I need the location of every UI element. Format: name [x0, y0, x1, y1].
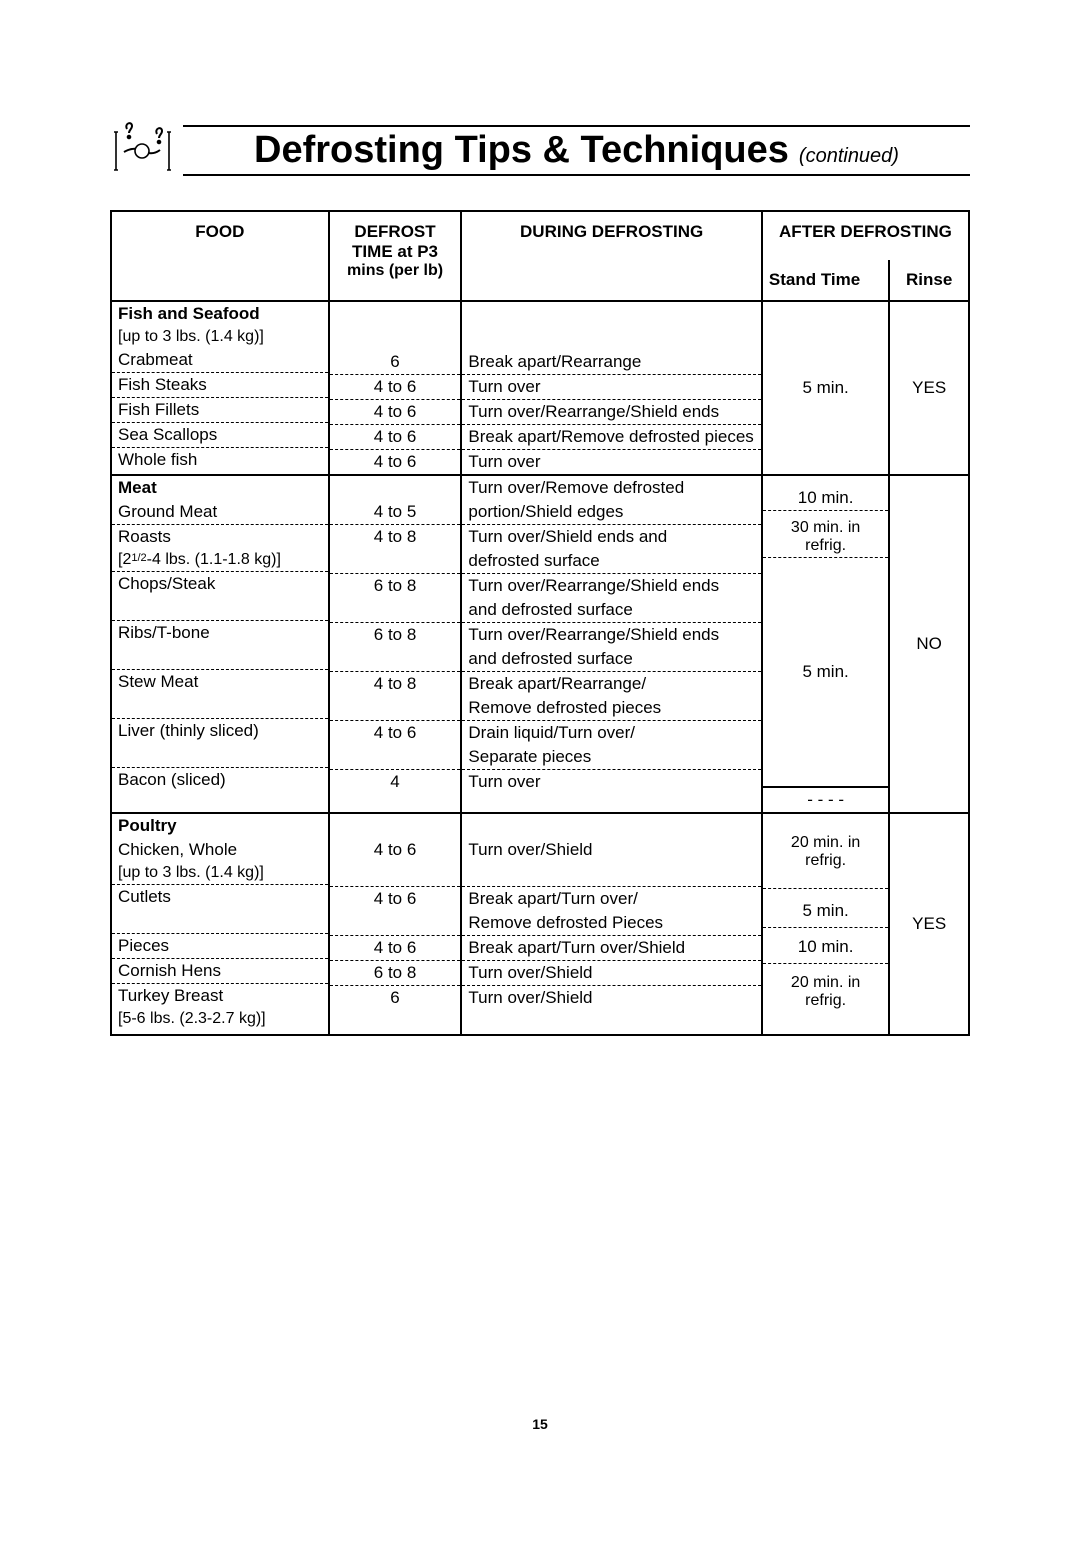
title-bar: Defrosting Tips & Techniques (continued): [183, 125, 970, 176]
time-value: 4 to 6: [330, 936, 461, 961]
fish-section-row: Fish and Seafood [up to 3 lbs. (1.4 kg)]…: [111, 301, 969, 475]
food-item: Cornish Hens: [112, 959, 328, 984]
time-value: 4 to 6: [330, 400, 461, 425]
during-value: Turn over/Remove defrosted: [462, 476, 761, 500]
food-item: Pieces: [112, 934, 328, 959]
rinse-value: YES: [889, 813, 969, 1035]
food-item: Crabmeat: [112, 348, 328, 373]
food-item: Ribs/T-bone: [112, 621, 328, 646]
during-value: Separate pieces: [462, 745, 761, 770]
food-item: Bacon (sliced): [112, 768, 328, 793]
page-container: Defrosting Tips & Techniques (continued)…: [0, 0, 1080, 1482]
food-note: [5-6 lbs. (2.3-2.7 kg)]: [112, 1008, 328, 1030]
page-title-continued: (continued): [799, 145, 899, 168]
during-value: Turn over/Shield: [462, 986, 761, 1011]
during-value: Break apart/Rearrange/: [462, 672, 761, 697]
time-value: 4 to 6: [330, 887, 461, 912]
food-note: [21/2-4 lbs. (1.1-1.8 kg)]: [112, 549, 328, 572]
section-title: Fish and Seafood: [118, 304, 260, 323]
header-during: DURING DEFROSTING: [461, 211, 762, 301]
food-note: [up to 3 lbs. (1.4 kg)]: [112, 862, 328, 885]
time-value: 4 to 8: [330, 672, 461, 697]
stand-value: 10 min.: [763, 935, 888, 964]
time-value: 4 to 5: [330, 500, 461, 525]
during-value: Break apart/Remove defrosted pieces: [462, 425, 761, 450]
food-item: Stew Meat: [112, 670, 328, 695]
stand-value: 5 min.: [762, 301, 889, 475]
time-value: 6: [330, 350, 461, 375]
meat-section-row: Meat Ground Meat Roasts [21/2-4 lbs. (1.…: [111, 475, 969, 813]
during-value: defrosted surface: [462, 549, 761, 574]
during-value: Break apart/Turn over/Shield: [462, 936, 761, 961]
time-value: 6 to 8: [330, 574, 461, 599]
section-title: Meat: [118, 478, 157, 497]
food-item: Roasts: [112, 525, 328, 550]
food-item: Turkey Breast: [112, 984, 328, 1009]
header-after: AFTER DEFROSTING: [762, 211, 969, 260]
stand-value: 10 min.: [763, 486, 888, 511]
section-title: Poultry: [118, 816, 177, 835]
food-item: Sea Scallops: [112, 423, 328, 448]
stand-value: 30 min. in refrig.: [763, 517, 888, 558]
header-defrost-time: DEFROST TIME at P3 mins (per lb): [329, 211, 462, 301]
stand-value: 20 min. in refrig.: [763, 964, 888, 1013]
defrost-table: FOOD DEFROST TIME at P3 mins (per lb) DU…: [110, 210, 970, 1036]
stand-value: 20 min. in refrig.: [763, 832, 888, 889]
during-value: Break apart/Turn over/: [462, 887, 761, 912]
during-value: Turn over: [462, 770, 761, 795]
poultry-section-row: Poultry Chicken, Whole [up to 3 lbs. (1.…: [111, 813, 969, 1035]
food-item: Chicken, Whole: [112, 838, 328, 862]
rinse-value: NO: [889, 475, 969, 813]
page-title: Defrosting Tips & Techniques: [254, 129, 789, 172]
stand-value: 5 min.: [763, 557, 888, 787]
food-item: Whole fish: [112, 448, 328, 473]
during-value: Drain liquid/Turn over/: [462, 721, 761, 746]
header-rinse: Rinse: [889, 260, 969, 301]
food-item: Cutlets: [112, 885, 328, 910]
during-value: Remove defrosted Pieces: [462, 911, 761, 936]
rinse-value: YES: [889, 301, 969, 475]
stand-value: 5 min.: [763, 899, 888, 928]
time-value: 4 to 6: [330, 838, 461, 862]
section-note: [up to 3 lbs. (1.4 kg)]: [112, 326, 328, 348]
header-stand: Stand Time: [762, 260, 889, 301]
stand-value: - - - -: [763, 787, 888, 812]
time-value: 4 to 6: [330, 425, 461, 450]
during-value: Turn over/Shield: [462, 838, 761, 862]
during-value: Turn over: [462, 450, 761, 475]
title-row: Defrosting Tips & Techniques (continued): [110, 120, 970, 180]
time-value: 4 to 6: [330, 721, 461, 746]
during-value: and defrosted surface: [462, 647, 761, 672]
food-item: Ground Meat: [112, 500, 328, 525]
during-value: Break apart/Rearrange: [462, 350, 761, 375]
during-value: Turn over: [462, 375, 761, 400]
during-value: Turn over/Rearrange/Shield ends: [462, 574, 761, 599]
during-value: and defrosted surface: [462, 598, 761, 623]
time-value: 4 to 6: [330, 450, 461, 475]
during-value: Remove defrosted pieces: [462, 696, 761, 721]
food-item: Liver (thinly sliced): [112, 719, 328, 744]
during-value: portion/Shield edges: [462, 500, 761, 525]
during-value: Turn over/Shield ends and: [462, 525, 761, 550]
page-number: 15: [110, 1416, 970, 1432]
during-value: Turn over/Shield: [462, 961, 761, 986]
header-food: FOOD: [111, 211, 329, 301]
time-value: 4 to 8: [330, 525, 461, 550]
time-value: 4: [330, 770, 461, 795]
food-item: Chops/Steak: [112, 572, 328, 597]
food-item: Fish Fillets: [112, 398, 328, 423]
time-value: 6 to 8: [330, 961, 461, 986]
during-value: Turn over/Rearrange/Shield ends: [462, 400, 761, 425]
time-value: 4 to 6: [330, 375, 461, 400]
during-value: Turn over/Rearrange/Shield ends: [462, 623, 761, 648]
microwave-tips-icon: [110, 120, 175, 180]
time-value: 6: [330, 986, 461, 1011]
time-value: 6 to 8: [330, 623, 461, 648]
food-item: Fish Steaks: [112, 373, 328, 398]
